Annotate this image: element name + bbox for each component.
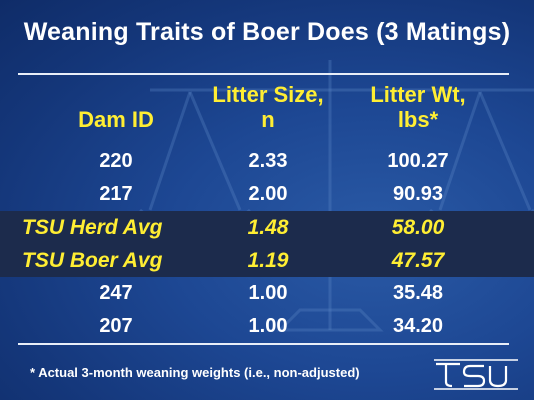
tsu-logo <box>434 359 518 390</box>
litter-wt-cell: 90.93 <box>392 183 444 205</box>
table-row: 217 2.00 90.93 <box>0 178 534 211</box>
top-divider <box>18 73 509 75</box>
litter-wt-cell: 47.57 <box>391 249 445 272</box>
litter-size-cell: 1.00 <box>248 282 288 304</box>
table-row-highlight: TSU Boer Avg 1.19 47.57 <box>0 244 534 277</box>
header-dam-id-label: Dam ID <box>78 107 154 132</box>
table-row: 247 1.00 35.48 <box>0 277 534 310</box>
litter-size-cell: 2.00 <box>248 183 288 205</box>
dam-id-cell: TSU Boer Avg <box>22 249 163 272</box>
table-row: 220 2.33 100.27 <box>0 145 534 178</box>
header-litter-wt: Litter Wt, lbs* <box>338 82 498 132</box>
bottom-divider <box>18 343 509 345</box>
litter-size-cell: 1.00 <box>248 315 288 337</box>
litter-wt-cell: 58.00 <box>391 216 445 239</box>
header-litter-size: Litter Size, n <box>188 82 348 132</box>
header-litter-wt-line1: Litter Wt, <box>370 82 466 107</box>
table-row-highlight: TSU Herd Avg 1.48 58.00 <box>0 211 534 244</box>
litter-size-cell: 1.48 <box>247 216 289 239</box>
dam-id-cell: 207 <box>99 315 133 337</box>
footnote: * Actual 3-month weaning weights (i.e., … <box>30 365 360 380</box>
table-row: 207 1.00 34.20 <box>0 310 534 343</box>
header-litter-wt-line2: lbs* <box>397 107 439 132</box>
litter-wt-cell: 100.27 <box>387 150 449 172</box>
dam-id-cell: TSU Herd Avg <box>22 216 163 239</box>
litter-size-cell: 1.19 <box>247 249 289 272</box>
dam-id-cell: 247 <box>99 282 133 304</box>
dam-id-cell: 220 <box>99 150 133 172</box>
page-title: Weaning Traits of Boer Does (3 Matings) <box>23 18 511 46</box>
header-litter-size-line2: n <box>261 107 275 132</box>
data-table: 220 2.33 100.27 217 2.00 90.93 TSU Herd … <box>0 145 534 343</box>
dam-id-cell: 217 <box>99 183 133 205</box>
litter-wt-cell: 35.48 <box>392 282 444 304</box>
litter-size-cell: 2.33 <box>248 150 288 172</box>
header-litter-size-line1: Litter Size, <box>212 82 324 107</box>
litter-wt-cell: 34.20 <box>392 315 444 337</box>
header-dam-id: Dam ID <box>36 107 196 132</box>
